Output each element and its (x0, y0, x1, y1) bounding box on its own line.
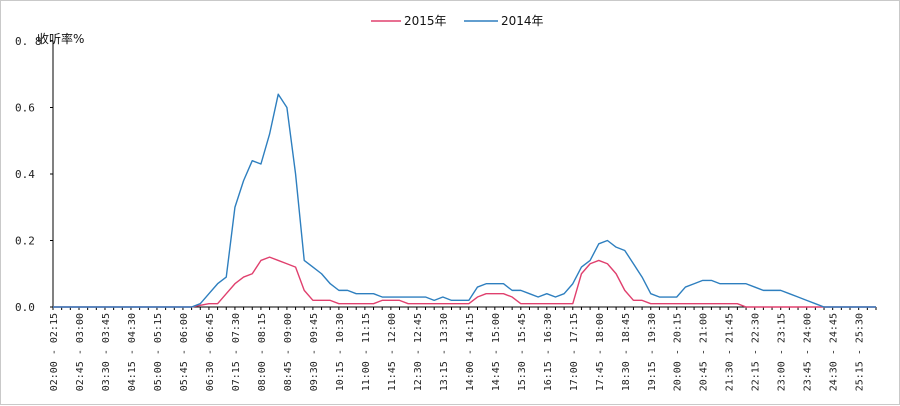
x-tick-label: 02:00 - 02:15 (49, 313, 60, 391)
x-tick-label: 10:15 - 10:30 (335, 313, 346, 391)
x-tick-label: 20:00 - 20:15 (673, 313, 684, 391)
x-tick-label: 17:45 - 18:00 (595, 313, 606, 391)
x-tick-label: 24:30 - 24:45 (829, 313, 840, 391)
x-tick-label: 11:45 - 12:00 (387, 313, 398, 391)
x-tick-label: 22:15 - 22:30 (751, 313, 762, 391)
x-tick-label: 14:45 - 15:00 (491, 313, 502, 391)
y-tick-label: 0.4 (15, 168, 35, 181)
x-axis-ticks: 02:00 - 02:15 02:45 - 03:00 03:30 - 03:45 0… (49, 307, 877, 391)
series-line-2015 (53, 256, 876, 308)
x-tick-label: 21:30 - 21:45 (725, 313, 736, 391)
y-tick-label: 0.6 (15, 102, 35, 115)
x-tick-label: 23:00 - 23:15 (777, 313, 788, 391)
series-line-2014 (53, 93, 876, 308)
x-tick-label: 14:00 - 14:15 (465, 313, 476, 391)
x-tick-label: 11:00 - 11:15 (361, 313, 372, 391)
x-tick-label: 07:15 - 07:30 (231, 313, 242, 391)
legend: 2015年 2014年 (371, 14, 544, 28)
x-tick-label: 18:30 - 18:45 (621, 313, 632, 391)
x-tick-label: 06:30 - 06:45 (205, 313, 216, 391)
x-tick-label: 16:15 - 16:30 (543, 313, 554, 391)
x-tick-label: 05:45 - 06:00 (179, 313, 190, 391)
y-tick-label: 0.2 (15, 235, 35, 248)
y-tick-label: 0.0 (15, 301, 35, 314)
x-tick-label: 02:45 - 03:00 (75, 313, 86, 391)
x-tick-label: 20:45 - 21:00 (699, 313, 710, 391)
x-tick-label: 08:00 - 08:15 (257, 313, 268, 391)
x-tick-label: 08:45 - 09:00 (283, 313, 294, 391)
x-tick-label: 12:30 - 12:45 (413, 313, 424, 391)
y-axis-ticks: 0.0 0.2 0.4 0.6 0. 8 (15, 35, 53, 314)
y-tick-label: 0. 8 (15, 35, 42, 48)
series-lines (53, 93, 876, 308)
x-tick-label: 17:00 - 17:15 (569, 313, 580, 391)
x-tick-label: 13:15 - 13:30 (439, 313, 450, 391)
x-tick-label: 23:45 - 24:00 (803, 313, 814, 391)
x-tick-label: 05:00 - 05:15 (153, 313, 164, 391)
x-tick-label: 09:30 - 09:45 (309, 313, 320, 391)
x-tick-label: 04:15 - 04:30 (127, 313, 138, 391)
x-tick-label: 25:15 - 25:30 (855, 313, 866, 391)
x-tick-label: 15:30 - 15:45 (517, 313, 528, 391)
x-tick-label: 03:30 - 03:45 (101, 313, 112, 391)
x-tick-label: 19:15 - 19:30 (647, 313, 658, 391)
legend-label-2014: 2014年 (501, 14, 544, 28)
legend-label-2015: 2015年 (404, 14, 447, 28)
y-axis-label: 收听率% (37, 31, 84, 46)
